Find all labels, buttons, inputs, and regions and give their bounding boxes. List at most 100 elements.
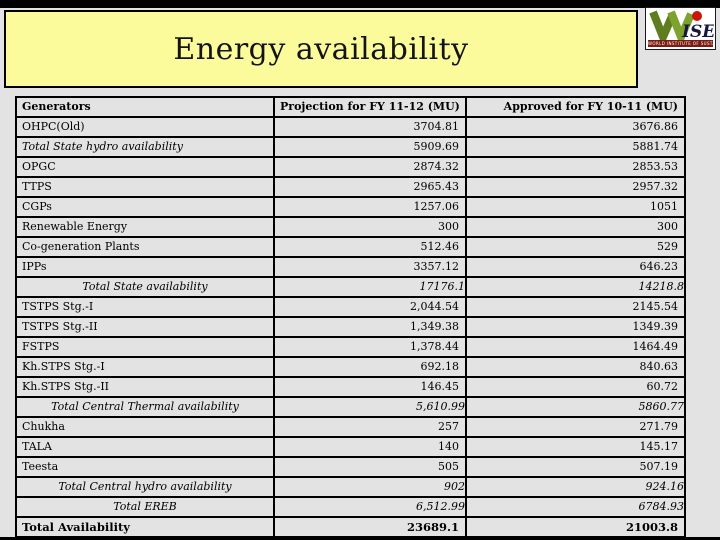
approved-value: 5881.74 bbox=[465, 136, 686, 158]
projection-value: 512.46 bbox=[273, 236, 467, 258]
table-row: Co-generation Plants 512.46 529 bbox=[15, 236, 686, 258]
col-header-generators: Generators bbox=[15, 96, 275, 118]
generator-label: TALA bbox=[15, 436, 275, 458]
generator-label: Total State hydro availability bbox=[15, 136, 275, 158]
approved-value: 529 bbox=[465, 236, 686, 258]
generator-label: OPGC bbox=[15, 156, 275, 178]
approved-value: 6784.93 bbox=[465, 496, 686, 518]
page-title: Energy availability bbox=[173, 31, 469, 67]
table-row: Total Central Thermal availability 5,610.… bbox=[15, 396, 686, 418]
table-row: IPPs 3357.12 646.23 bbox=[15, 256, 686, 278]
approved-value: 646.23 bbox=[465, 256, 686, 278]
logo-w-stroke-left bbox=[649, 10, 677, 41]
projection-value: 2874.32 bbox=[273, 156, 467, 178]
approved-value: 2957.32 bbox=[465, 176, 686, 198]
approved-value: 145.17 bbox=[465, 436, 686, 458]
projection-value: 257 bbox=[273, 416, 467, 438]
projection-value: 6,512.99 bbox=[273, 496, 467, 518]
projection-value: 1,378.44 bbox=[273, 336, 467, 358]
approved-value: 1464.49 bbox=[465, 336, 686, 358]
generator-label: Total Central Thermal availability bbox=[15, 396, 275, 418]
table-row: Chukha 257 271.79 bbox=[15, 416, 686, 438]
generator-label: TSTPS Stg.-I bbox=[15, 296, 275, 318]
approved-value: 21003.8 bbox=[465, 516, 686, 538]
approved-value: 507.19 bbox=[465, 456, 686, 478]
generator-label: CGPs bbox=[15, 196, 275, 218]
logo-tagline: WORLD INSTITUTE OF SUSTAINABLE ENERGY bbox=[648, 40, 713, 47]
slide-bottom-border bbox=[0, 537, 720, 540]
approved-value: 840.63 bbox=[465, 356, 686, 378]
table-row: Total EREB 6,512.99 6784.93 bbox=[15, 496, 686, 518]
generator-label: Total Availability bbox=[15, 516, 275, 538]
projection-value: 23689.1 bbox=[273, 516, 467, 538]
col-header-approved-fy10-11: Approved for FY 10-11 (MU) bbox=[465, 96, 686, 118]
projection-value: 2,044.54 bbox=[273, 296, 467, 318]
projection-value: 3704.81 bbox=[273, 116, 467, 138]
projection-value: 505 bbox=[273, 456, 467, 478]
table-row: Renewable Energy 300 300 bbox=[15, 216, 686, 238]
logo-w-stroke-right bbox=[667, 10, 695, 41]
table-row: TSTPS Stg.-I 2,044.54 2145.54 bbox=[15, 296, 686, 318]
wise-logo: ISE WORLD INSTITUTE OF SUSTAINABLE ENERG… bbox=[645, 7, 716, 50]
approved-value: 271.79 bbox=[465, 416, 686, 438]
table-row: CGPs 1257.06 1051 bbox=[15, 196, 686, 218]
projection-value: 17176.1 bbox=[273, 276, 467, 298]
table-row: FSTPS 1,378.44 1464.49 bbox=[15, 336, 686, 358]
generator-label: IPPs bbox=[15, 256, 275, 278]
generator-label: TTPS bbox=[15, 176, 275, 198]
col-header-projection-fy11-12: Projection for FY 11-12 (MU) bbox=[273, 96, 467, 118]
approved-value: 2145.54 bbox=[465, 296, 686, 318]
projection-value: 1,349.38 bbox=[273, 316, 467, 338]
approved-value: 300 bbox=[465, 216, 686, 238]
table-row: Kh.STPS Stg.-II 146.45 60.72 bbox=[15, 376, 686, 398]
title-banner: Energy availability bbox=[4, 10, 638, 88]
table-row: Total Central hydro availability 902 924.1… bbox=[15, 476, 686, 498]
projection-value: 300 bbox=[273, 216, 467, 238]
projection-value: 5,610.99 bbox=[273, 396, 467, 418]
projection-value: 902 bbox=[273, 476, 467, 498]
generator-label: Renewable Energy bbox=[15, 216, 275, 238]
table-row: Total State hydro availability 5909.69 588… bbox=[15, 136, 686, 158]
table-row: TALA 140 145.17 bbox=[15, 436, 686, 458]
projection-value: 5909.69 bbox=[273, 136, 467, 158]
table-header-row: Generators Projection for FY 11-12 (MU) … bbox=[15, 96, 686, 118]
table-row: Teesta 505 507.19 bbox=[15, 456, 686, 478]
projection-value: 692.18 bbox=[273, 356, 467, 378]
generator-label: Total State availability bbox=[15, 276, 275, 298]
table-row: TTPS 2965.43 2957.32 bbox=[15, 176, 686, 198]
generator-label: TSTPS Stg.-II bbox=[15, 316, 275, 338]
generator-label: FSTPS bbox=[15, 336, 275, 358]
generator-label: OHPC(Old) bbox=[15, 116, 275, 138]
generator-label: Teesta bbox=[15, 456, 275, 478]
approved-value: 60.72 bbox=[465, 376, 686, 398]
table-row: Total Availability 23689.1 21003.8 bbox=[15, 516, 686, 538]
projection-value: 140 bbox=[273, 436, 467, 458]
generator-label: Kh.STPS Stg.-II bbox=[15, 376, 275, 398]
energy-availability-table: Generators Projection for FY 11-12 (MU) … bbox=[15, 96, 686, 538]
approved-value: 924.16 bbox=[465, 476, 686, 498]
energy-table-body: OHPC(Old) 3704.81 3676.86 Total State hydro… bbox=[15, 116, 686, 538]
slide-top-border bbox=[0, 0, 720, 8]
table-row: TSTPS Stg.-II 1,349.38 1349.39 bbox=[15, 316, 686, 338]
approved-value: 5860.77 bbox=[465, 396, 686, 418]
generator-label: Co-generation Plants bbox=[15, 236, 275, 258]
generator-label: Chukha bbox=[15, 416, 275, 438]
projection-value: 2965.43 bbox=[273, 176, 467, 198]
projection-value: 1257.06 bbox=[273, 196, 467, 218]
approved-value: 14218.8 bbox=[465, 276, 686, 298]
table-row: OHPC(Old) 3704.81 3676.86 bbox=[15, 116, 686, 138]
logo-ise-text: ISE bbox=[681, 22, 714, 41]
generator-label: Kh.STPS Stg.-I bbox=[15, 356, 275, 378]
projection-value: 146.45 bbox=[273, 376, 467, 398]
table-row: Kh.STPS Stg.-I 692.18 840.63 bbox=[15, 356, 686, 378]
approved-value: 1051 bbox=[465, 196, 686, 218]
table-row: OPGC 2874.32 2853.53 bbox=[15, 156, 686, 178]
generator-label: Total Central hydro availability bbox=[15, 476, 275, 498]
approved-value: 3676.86 bbox=[465, 116, 686, 138]
projection-value: 3357.12 bbox=[273, 256, 467, 278]
logo-red-dot-icon bbox=[692, 11, 702, 21]
approved-value: 1349.39 bbox=[465, 316, 686, 338]
wise-logo-art: ISE bbox=[649, 10, 714, 41]
generator-label: Total EREB bbox=[15, 496, 275, 518]
table-row: Total State availability 17176.1 14218.8 bbox=[15, 276, 686, 298]
